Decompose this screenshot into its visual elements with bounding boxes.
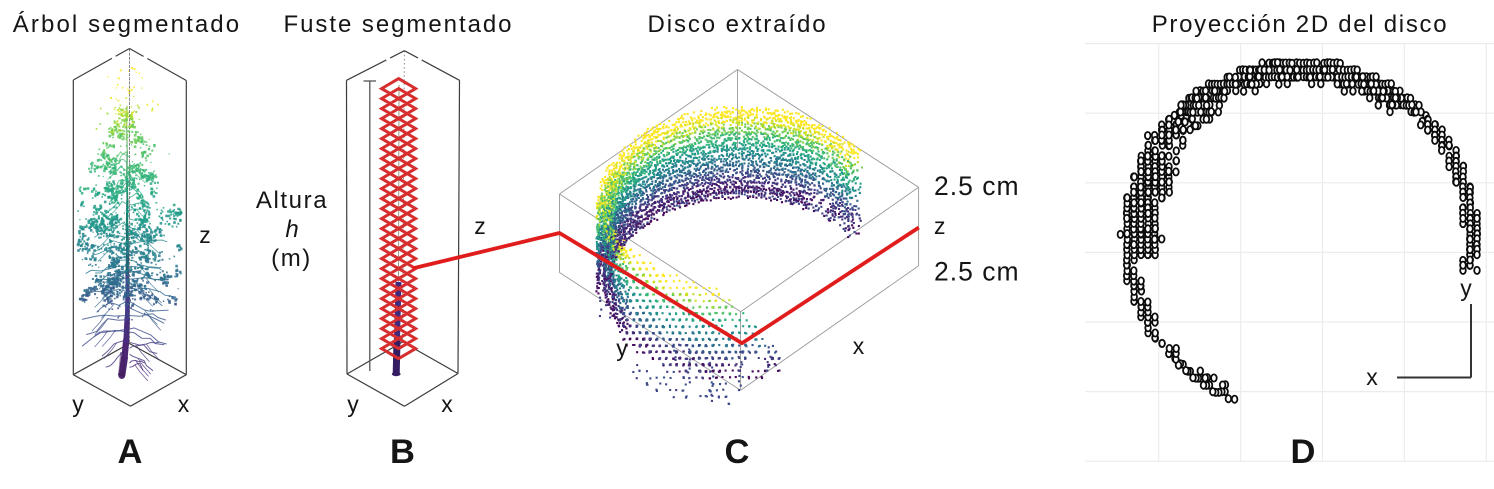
svg-text:x: x — [1366, 364, 1378, 390]
svg-text:z: z — [199, 222, 211, 248]
svg-text:2.5 cm: 2.5 cm — [934, 171, 1020, 201]
svg-text:x: x — [441, 391, 453, 417]
svg-text:B: B — [390, 433, 415, 471]
svg-text:C: C — [725, 433, 750, 471]
svg-text:Proyección 2D del disco: Proyección 2D del disco — [1152, 11, 1449, 38]
svg-text:y: y — [72, 391, 84, 417]
svg-text:y: y — [1460, 275, 1472, 301]
svg-text:2.5 cm: 2.5 cm — [934, 257, 1020, 287]
svg-text:y: y — [616, 335, 628, 361]
svg-text:(m): (m) — [271, 245, 312, 272]
svg-text:Disco extraído: Disco extraído — [648, 11, 828, 38]
svg-text:h: h — [285, 216, 298, 243]
svg-text:x: x — [178, 391, 190, 417]
svg-text:D: D — [1291, 433, 1316, 471]
svg-text:Altura: Altura — [256, 187, 328, 214]
svg-text:A: A — [118, 433, 143, 471]
svg-text:z: z — [934, 213, 946, 239]
svg-text:y: y — [347, 391, 359, 417]
svg-text:x: x — [853, 333, 865, 359]
svg-text:Árbol segmentado: Árbol segmentado — [13, 11, 241, 38]
svg-text:Fuste segmentado: Fuste segmentado — [284, 11, 514, 38]
svg-text:z: z — [474, 213, 486, 239]
